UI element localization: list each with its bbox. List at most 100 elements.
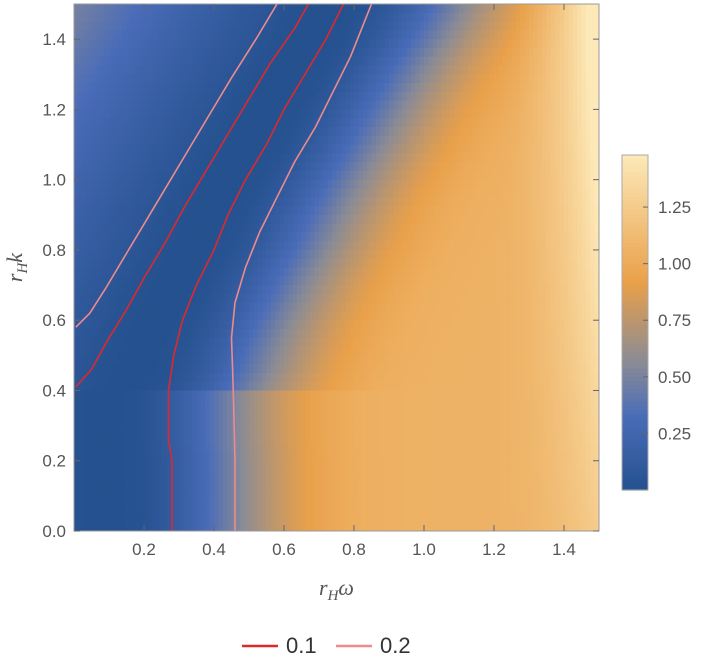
- heatmap-cell: [494, 179, 499, 190]
- heatmap-cell: [314, 197, 320, 207]
- heatmap-cell: [174, 206, 180, 216]
- heatmap-cell: [437, 47, 443, 58]
- heatmap-cell: [327, 170, 333, 181]
- heatmap-cell: [266, 232, 272, 242]
- heatmap-cell: [336, 100, 342, 110]
- heatmap-cell: [410, 30, 416, 40]
- heatmap-cell: [428, 118, 434, 128]
- heatmap-cell: [87, 47, 93, 58]
- heatmap-cell: [240, 241, 246, 251]
- heatmap-cell: [170, 65, 176, 75]
- heatmap-cell: [78, 162, 84, 172]
- heatmap-cell: [393, 346, 399, 356]
- heatmap-cell: [196, 118, 202, 128]
- heatmap-cell: [222, 47, 228, 58]
- heatmap-cell: [542, 179, 548, 190]
- heatmap-cell: [332, 267, 338, 277]
- heatmap-cell: [454, 320, 460, 330]
- heatmap-cell: [249, 12, 254, 23]
- heatmap-cell: [209, 144, 215, 154]
- heatmap-cell: [572, 47, 578, 58]
- heatmap-cell: [590, 126, 596, 137]
- heatmap-cell: [192, 302, 198, 313]
- heatmap-cell: [502, 346, 508, 356]
- heatmap-cell: [144, 276, 149, 286]
- heatmap-cell: [590, 4, 596, 14]
- heatmap-cell: [301, 100, 307, 110]
- heatmap-cell: [165, 311, 171, 321]
- heatmap-cell: [275, 346, 281, 356]
- heatmap-cell: [266, 170, 272, 181]
- heatmap-cell: [91, 21, 97, 31]
- heatmap-cell: [375, 179, 381, 190]
- heatmap-cell: [336, 285, 342, 295]
- heatmap-cell: [196, 100, 202, 110]
- heatmap-cell: [179, 232, 184, 242]
- heatmap-cell: [406, 311, 412, 321]
- heatmap-cell: [564, 135, 569, 146]
- heatmap-cell: [91, 30, 97, 40]
- heatmap-cell: [564, 30, 569, 40]
- heatmap-cell: [437, 162, 443, 172]
- heatmap-cell: [546, 39, 552, 49]
- heatmap-cell: [590, 276, 596, 286]
- heatmap-cell: [432, 74, 438, 84]
- heatmap-cell: [463, 153, 469, 163]
- heatmap-cell: [428, 232, 434, 242]
- heatmap-cell: [467, 188, 473, 198]
- heatmap-cell: [520, 30, 526, 40]
- heatmap-cell: [100, 223, 106, 233]
- heatmap-cell: [428, 4, 434, 14]
- heatmap-cell: [550, 39, 556, 49]
- heatmap-cell: [222, 197, 228, 207]
- heatmap-cell: [520, 214, 526, 225]
- heatmap-cell: [349, 249, 355, 260]
- heatmap-cell: [467, 302, 473, 313]
- heatmap-cell: [257, 56, 263, 67]
- heatmap-cell: [95, 267, 101, 277]
- heatmap-cell: [209, 21, 215, 31]
- heatmap-cell: [498, 83, 504, 93]
- heatmap-cell: [323, 135, 329, 146]
- heatmap-cell: [266, 346, 272, 356]
- heatmap-cell: [139, 91, 145, 102]
- heatmap-cell: [130, 355, 136, 365]
- heatmap-cell: [301, 118, 307, 128]
- heatmap-cell: [214, 320, 219, 330]
- heatmap-cell: [130, 83, 136, 93]
- heatmap-cell: [109, 118, 114, 128]
- heatmap-cell: [354, 249, 359, 260]
- heatmap-cell: [87, 30, 93, 40]
- heatmap-cell: [253, 311, 259, 321]
- heatmap-cell: [165, 364, 171, 374]
- heatmap-cell: [227, 109, 233, 119]
- heatmap-cell: [454, 153, 460, 163]
- heatmap-cell: [235, 355, 241, 365]
- heatmap-cell: [305, 206, 311, 216]
- heatmap-cell: [144, 118, 149, 128]
- heatmap-cell: [577, 346, 583, 356]
- heatmap-cell: [445, 74, 451, 84]
- heatmap-cell: [218, 30, 224, 40]
- heatmap-cell: [415, 267, 421, 277]
- heatmap-cell: [126, 232, 132, 242]
- heatmap-cell: [594, 21, 599, 31]
- heatmap-cell: [358, 162, 364, 172]
- heatmap-cell: [555, 241, 561, 251]
- heatmap-cell: [511, 65, 517, 75]
- heatmap-cell: [100, 100, 106, 110]
- heatmap-cell: [327, 249, 333, 260]
- heatmap-cell: [148, 320, 154, 330]
- heatmap-cell: [253, 47, 259, 58]
- heatmap-cell: [275, 135, 281, 146]
- heatmap-cell: [476, 302, 482, 313]
- heatmap-cell: [354, 65, 359, 75]
- heatmap-cell: [227, 162, 233, 172]
- heatmap-cell: [292, 302, 298, 313]
- heatmap-cell: [231, 83, 237, 93]
- heatmap-cell: [380, 302, 386, 313]
- heatmap-cell: [406, 170, 412, 181]
- heatmap-cell: [249, 91, 254, 102]
- heatmap-cell: [507, 39, 513, 49]
- heatmap-cell: [568, 126, 574, 137]
